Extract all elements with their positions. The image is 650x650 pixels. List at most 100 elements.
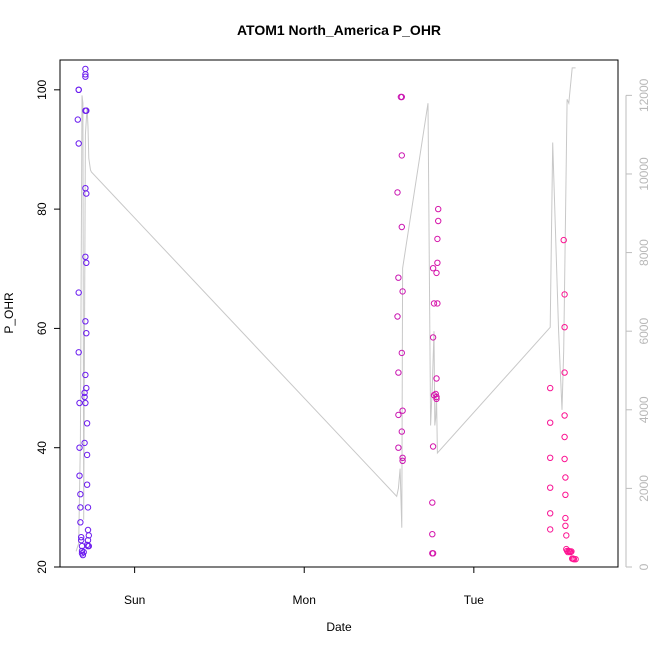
data-point [434, 235, 441, 243]
data-point [395, 411, 402, 419]
data-point [432, 390, 439, 398]
data-point [80, 548, 87, 556]
y-tick-label: 100 [35, 79, 49, 99]
data-point [561, 412, 568, 419]
data-point [398, 152, 405, 159]
data-point [434, 300, 441, 307]
data-point [547, 510, 554, 517]
y2-tick-label: 0 [637, 563, 650, 570]
data-point [79, 551, 87, 559]
data-point [394, 189, 401, 196]
data-point [76, 399, 83, 407]
data-point [561, 433, 568, 441]
data-point [399, 457, 406, 464]
data-point [399, 288, 406, 295]
data-point [433, 269, 440, 277]
y-tick-label: 20 [35, 560, 49, 574]
data-point [560, 236, 567, 244]
data-point [561, 455, 568, 463]
data-point [83, 420, 91, 427]
data-point [547, 454, 554, 461]
data-point [83, 481, 91, 488]
data-point [84, 526, 92, 534]
data-point [562, 522, 569, 529]
data-point [78, 537, 85, 544]
data-point [435, 217, 442, 225]
y2-tick-label: 6000 [637, 318, 650, 345]
data-point [562, 491, 569, 498]
data-point [75, 140, 82, 147]
y2-tick-label: 8000 [637, 239, 650, 266]
data-point [561, 324, 568, 331]
data-point [83, 107, 90, 114]
data-point [83, 541, 91, 549]
data-point [82, 71, 89, 78]
y2-axis: 0 2000 4000 6000 8000 10000 12000 [625, 78, 650, 570]
y-tick-label: 40 [35, 441, 49, 455]
data-point [83, 330, 90, 337]
data-point [76, 444, 83, 451]
data-point [399, 407, 406, 414]
data-point [547, 484, 554, 491]
data-point [85, 542, 93, 550]
y-axis: 20 40 60 80 100 [35, 79, 60, 574]
x-tick-label: Mon [293, 593, 316, 607]
data-point [395, 444, 402, 451]
y2-tick-label: 10000 [637, 157, 650, 191]
data-point [561, 369, 568, 376]
data-point [85, 532, 93, 539]
data-point [75, 86, 82, 94]
data-point [429, 531, 436, 538]
data-point [394, 313, 401, 320]
data-point [561, 291, 568, 298]
data-point [563, 532, 570, 539]
x-tick-label: Sun [124, 593, 145, 607]
y-tick-label: 80 [35, 202, 49, 216]
data-point [78, 547, 86, 555]
y2-tick-label: 4000 [637, 396, 650, 423]
data-point [547, 526, 554, 533]
data-point [429, 550, 437, 557]
data-point [562, 514, 569, 522]
data-point [78, 534, 85, 541]
data-point [76, 472, 83, 479]
data-point [433, 395, 440, 402]
data-point [83, 384, 90, 392]
data-point [83, 259, 90, 266]
y-axis-label: P_OHR [2, 292, 16, 334]
data-point [75, 349, 82, 356]
data-point [433, 375, 440, 382]
data-point [547, 419, 554, 426]
y2-tick-label: 2000 [637, 475, 650, 502]
data-point [398, 93, 405, 101]
data-point [83, 451, 91, 459]
data-point [398, 223, 405, 231]
data-point [75, 289, 82, 296]
data-point [572, 556, 579, 563]
data-point [429, 265, 437, 272]
y-tick-label: 60 [35, 321, 49, 335]
data-point [82, 318, 89, 325]
data-point [435, 205, 442, 213]
data-point [430, 300, 438, 307]
data-point [84, 504, 92, 511]
series-line [75, 67, 576, 552]
plot-box [59, 59, 619, 568]
data-point [429, 443, 437, 450]
data-point [82, 253, 89, 260]
data-point [547, 384, 554, 392]
data-point [399, 454, 406, 461]
series-points [74, 65, 579, 563]
data-point [398, 349, 405, 357]
data-point [82, 399, 89, 407]
data-point [568, 548, 575, 555]
data-point [77, 519, 84, 526]
data-point [77, 491, 84, 498]
data-point [395, 274, 402, 281]
data-point [81, 439, 88, 447]
data-point [82, 65, 89, 73]
data-point [83, 190, 90, 197]
data-point [81, 393, 88, 401]
data-point [429, 334, 437, 341]
